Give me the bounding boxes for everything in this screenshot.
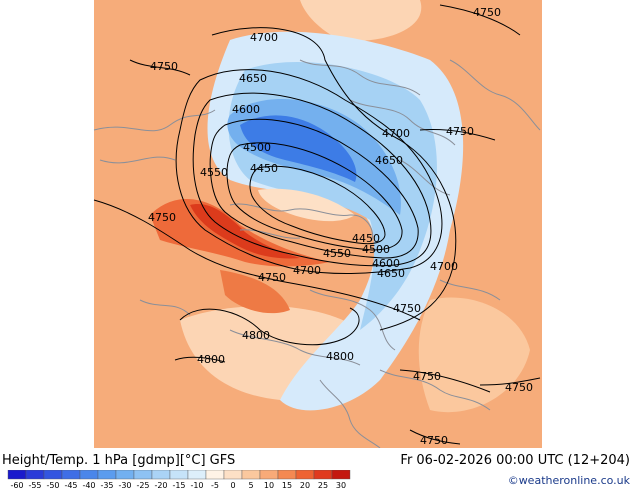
- contour-4750-nw: [129, 59, 191, 76]
- contour-label: 4550: [323, 247, 351, 260]
- contour-label: 4750: [446, 125, 474, 138]
- contour-label: 4750: [420, 434, 448, 447]
- contour-label: 4750: [148, 211, 176, 224]
- color-scale-tick-label: -45: [64, 481, 77, 490]
- color-scale-swatch: [259, 470, 279, 480]
- color-scale-tick-label: -35: [100, 481, 113, 490]
- height-temp-map: 4750 4700 4750 4650 4600 4700 4750 4500 …: [93, 0, 542, 448]
- contour-label: 4750: [258, 271, 286, 284]
- contour-4600: [192, 92, 432, 267]
- warm-tongue: [258, 188, 355, 222]
- contour-label: 4700: [250, 31, 278, 44]
- contour-4450: [249, 165, 386, 245]
- color-scale-swatch: [61, 470, 81, 480]
- color-scale-tick-label: 20: [300, 481, 310, 490]
- color-scale-swatch: [187, 470, 207, 480]
- contour-label: 4800: [197, 353, 225, 366]
- color-scale-tick-label: 25: [318, 481, 328, 490]
- contour-4750-east: [419, 129, 496, 141]
- contour-label: 4450: [352, 232, 380, 245]
- coastlines: [93, 59, 541, 448]
- contour-4500: [226, 142, 403, 251]
- contour-4550: [209, 118, 419, 259]
- color-scale: -60 -55 -50 -45 -40 -35 -30 -25 -20 -15 -10 -5 0 5 10 1…: [7, 470, 351, 490]
- color-scale-swatches: [7, 470, 351, 480]
- contour-label: 4500: [243, 141, 271, 154]
- contour-label: 4450: [250, 162, 278, 175]
- contour-label: 4600: [372, 257, 400, 270]
- color-scale-tick-label: -20: [154, 481, 167, 490]
- contour-lines: [93, 4, 541, 445]
- contour-label: 4800: [326, 350, 354, 363]
- contour-4750-bottom: [409, 429, 461, 445]
- color-scale-tick-label: 30: [336, 481, 346, 490]
- warm-hotter-core: [190, 204, 300, 259]
- color-scale-tick-label: 10: [264, 481, 274, 490]
- warm-light-patch-north: [300, 0, 422, 41]
- warm-patch-east: [418, 297, 530, 413]
- contour-label: 4750: [413, 370, 441, 383]
- color-scale-swatch: [331, 470, 351, 480]
- contour-4800-sw: [174, 356, 226, 363]
- color-scale-tick-label: -40: [82, 481, 95, 490]
- contour-label: 4750: [473, 6, 501, 19]
- contour-label: 4700: [293, 264, 321, 277]
- contour-4800-south: [179, 307, 360, 346]
- contour-labels: 4750 4700 4750 4650 4600 4700 4750 4500 …: [148, 6, 533, 447]
- color-scale-swatch: [277, 470, 297, 480]
- color-scale-tick-label: -25: [136, 481, 149, 490]
- contour-label: 4800: [242, 329, 270, 342]
- color-scale-tick-label: -55: [28, 481, 41, 490]
- contour-label: 4750: [393, 302, 421, 315]
- contour-label: 4600: [232, 103, 260, 116]
- color-scale-tick-label: -15: [172, 481, 185, 490]
- color-scale-swatch: [97, 470, 117, 480]
- color-scale-tick-label: -5: [211, 481, 219, 490]
- contour-label: 4500: [362, 243, 390, 256]
- color-scale-tick-label: -60: [10, 481, 23, 490]
- credit-link[interactable]: ©weatheronline.co.uk: [507, 474, 630, 487]
- contour-label: 4550: [200, 166, 228, 179]
- color-scale-swatch: [151, 470, 171, 480]
- color-scale-tick-label: 5: [248, 481, 253, 490]
- contour-4750-far-se: [479, 377, 541, 386]
- contour-4750-ne: [439, 4, 521, 36]
- contour-label: 4700: [382, 127, 410, 140]
- color-scale-ticks: -60 -55 -50 -45 -40 -35 -30 -25 -20 -15 -10 -5 0 5 10 1…: [10, 481, 346, 490]
- color-scale-tick-label: 15: [282, 481, 292, 490]
- color-scale-swatch: [241, 470, 261, 480]
- map-area: 4750 4700 4750 4650 4600 4700 4750 4500 …: [93, 0, 542, 448]
- contour-label: 4650: [375, 154, 403, 167]
- color-scale-swatch: [295, 470, 315, 480]
- contour-4750-main: [93, 199, 421, 321]
- color-scale-swatch: [43, 470, 63, 480]
- contour-4750-se: [399, 369, 491, 393]
- color-scale-swatch: [79, 470, 99, 480]
- map-title: Height/Temp. 1 hPa [gdmp][°C] GFS: [2, 453, 236, 468]
- color-scale-tick-label: 0: [230, 481, 235, 490]
- contour-label: 4650: [377, 267, 405, 280]
- color-scale-swatch: [115, 470, 135, 480]
- warm-hot-tail: [220, 270, 290, 314]
- color-scale-swatch: [25, 470, 45, 480]
- color-scale-tick-label: -50: [46, 481, 59, 490]
- contour-label: 4700: [430, 260, 458, 273]
- color-scale-tick-label: -10: [190, 481, 203, 490]
- contour-label: 4650: [239, 72, 267, 85]
- contour-4650: [175, 69, 443, 275]
- contour-4700-north: [211, 27, 457, 331]
- color-scale-swatch: [313, 470, 333, 480]
- color-scale-tick-label: -30: [118, 481, 131, 490]
- footer: Height/Temp. 1 hPa [gdmp][°C] GFS Fr 06-…: [0, 448, 634, 490]
- contour-label: 4750: [150, 60, 178, 73]
- color-scale-swatch: [205, 470, 225, 480]
- color-scale-swatch: [7, 470, 27, 480]
- color-scale-swatch: [169, 470, 189, 480]
- valid-time: Fr 06-02-2026 00:00 UTC (12+204): [400, 453, 630, 468]
- contour-label: 4750: [505, 381, 533, 394]
- color-scale-swatch: [223, 470, 243, 480]
- color-scale-swatch: [133, 470, 153, 480]
